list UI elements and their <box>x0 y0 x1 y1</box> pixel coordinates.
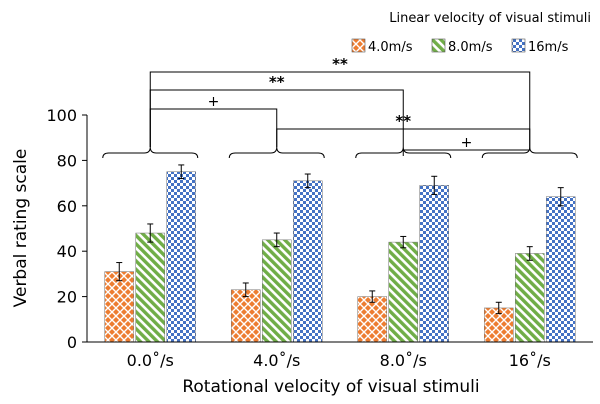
y-tick-label: 60 <box>57 197 77 216</box>
bar <box>262 239 292 343</box>
x-tick-label: 0.0˚/s <box>127 351 174 370</box>
error-bar <box>178 164 185 180</box>
error-bar <box>557 187 564 207</box>
bar <box>357 296 387 343</box>
group-brace <box>102 146 199 159</box>
significance-label: + <box>461 135 473 151</box>
error-bar <box>273 232 280 248</box>
error-bar <box>369 290 376 303</box>
error-bar <box>526 246 533 261</box>
significance-bracket: + <box>402 135 531 156</box>
y-tick-label: 40 <box>57 242 77 261</box>
bar <box>546 196 576 343</box>
bar <box>104 271 134 343</box>
y-axis-title: Verbal rating scale <box>11 149 31 308</box>
legend-swatch-1 <box>431 38 446 53</box>
error-bar <box>431 175 438 195</box>
axes: 0 20 40 60 80 100 0.0˚/s 4.0˚/s 8.0˚/s 16˚/s <box>46 106 593 370</box>
error-bar <box>304 173 311 189</box>
bar <box>419 185 449 343</box>
group-brace <box>228 146 325 159</box>
x-tick-label: 8.0˚/s <box>380 351 427 370</box>
x-tick-label: 16˚/s <box>509 351 551 370</box>
legend-label-0: 4.0m/s <box>368 40 413 55</box>
bar <box>231 289 261 343</box>
legend-swatch-2 <box>511 38 526 53</box>
legend-swatch-0 <box>351 38 366 53</box>
y-tick-label: 80 <box>57 151 77 170</box>
y-tick-label: 100 <box>46 106 77 125</box>
bar <box>515 253 545 343</box>
error-bar <box>116 262 123 282</box>
significance-label: ** <box>269 73 285 91</box>
bar <box>166 171 196 343</box>
significance-brackets: ** ** + ** + <box>102 55 578 159</box>
bar <box>293 180 323 343</box>
legend-label-1: 8.0m/s <box>448 40 493 55</box>
error-bar <box>242 282 249 298</box>
significance-label: ** <box>332 55 348 73</box>
significance-bracket: + <box>149 94 278 147</box>
plot-area <box>104 164 576 343</box>
x-axis-title: Rotational velocity of visual stimuli <box>182 377 479 397</box>
significance-label: + <box>208 94 220 110</box>
bar <box>388 241 418 343</box>
error-bar <box>400 235 407 249</box>
significance-label: ** <box>395 112 411 130</box>
x-tick-label: 4.0˚/s <box>253 351 300 370</box>
legend: Linear velocity of visual stimuli 4.0m/s… <box>351 11 591 55</box>
y-tick-label: 20 <box>57 288 77 307</box>
error-bar <box>147 223 154 243</box>
legend-label-2: 16m/s <box>528 40 569 55</box>
error-bar <box>495 301 502 315</box>
legend-title: Linear velocity of visual stimuli <box>389 11 591 26</box>
y-tick-label: 0 <box>67 333 77 352</box>
bar <box>135 232 165 343</box>
significance-bracket: ** <box>276 112 531 147</box>
